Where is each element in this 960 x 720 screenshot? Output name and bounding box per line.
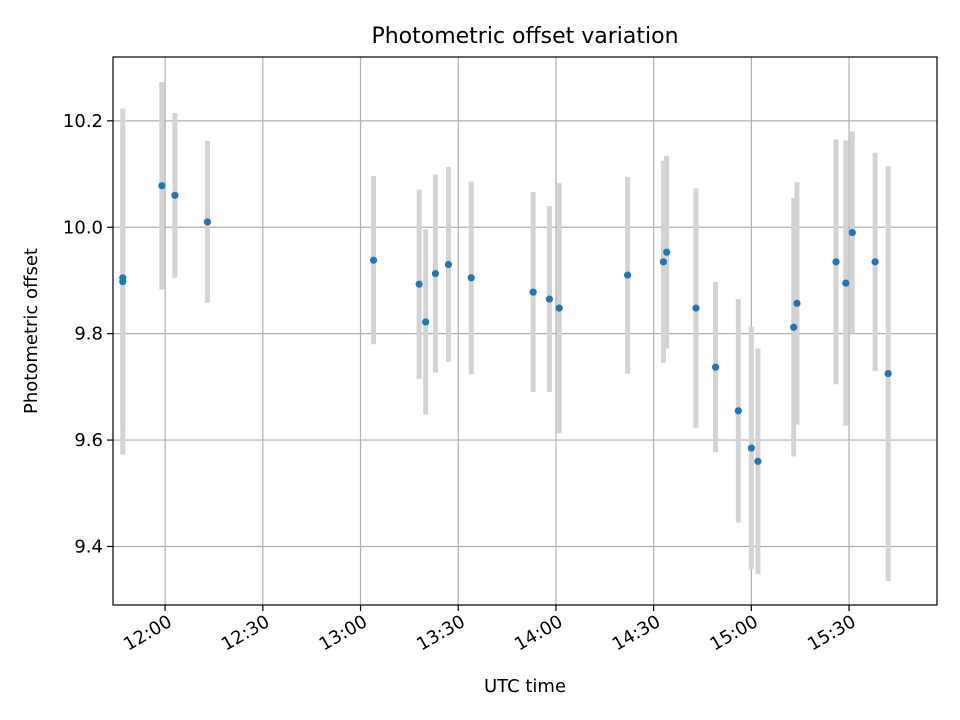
data-point <box>158 182 166 190</box>
y-tick-label: 9.6 <box>74 430 103 451</box>
data-point <box>369 256 378 264</box>
data-point <box>734 407 742 415</box>
data-point <box>754 457 762 465</box>
data-point <box>659 258 668 266</box>
chart-title: Photometric offset variation <box>371 24 678 49</box>
data-point <box>171 191 179 199</box>
data-point <box>884 369 892 378</box>
data-point <box>529 288 537 296</box>
data-point <box>555 304 563 312</box>
y-tick-label: 10.0 <box>63 217 103 238</box>
data-point <box>467 274 475 282</box>
x-axis-label: UTC time <box>484 676 566 697</box>
data-point <box>832 258 840 266</box>
data-point <box>203 218 212 226</box>
grid <box>113 57 937 605</box>
data-point <box>444 260 453 269</box>
data-point <box>747 444 755 452</box>
data-point <box>431 269 440 278</box>
data-point <box>545 295 554 303</box>
data-point <box>119 277 127 286</box>
y-axis-label: Photometric offset <box>21 248 42 414</box>
data-point <box>790 323 798 331</box>
y-tick-label: 10.2 <box>63 111 103 132</box>
data-markers <box>119 182 892 465</box>
data-point <box>848 228 856 237</box>
y-tick-label: 9.4 <box>74 536 103 557</box>
data-point <box>793 299 801 307</box>
y-axis: 9.4 9.6 9.8 10.0 10.2 <box>63 111 113 557</box>
data-point <box>842 279 850 287</box>
data-point <box>415 280 423 288</box>
data-point <box>663 248 671 256</box>
plot-frame <box>112 56 938 606</box>
data-point <box>422 318 430 326</box>
data-point <box>692 304 700 312</box>
data-point <box>623 271 632 279</box>
y-tick-label: 9.8 <box>74 324 103 345</box>
data-point <box>871 258 879 266</box>
data-point <box>711 363 720 371</box>
